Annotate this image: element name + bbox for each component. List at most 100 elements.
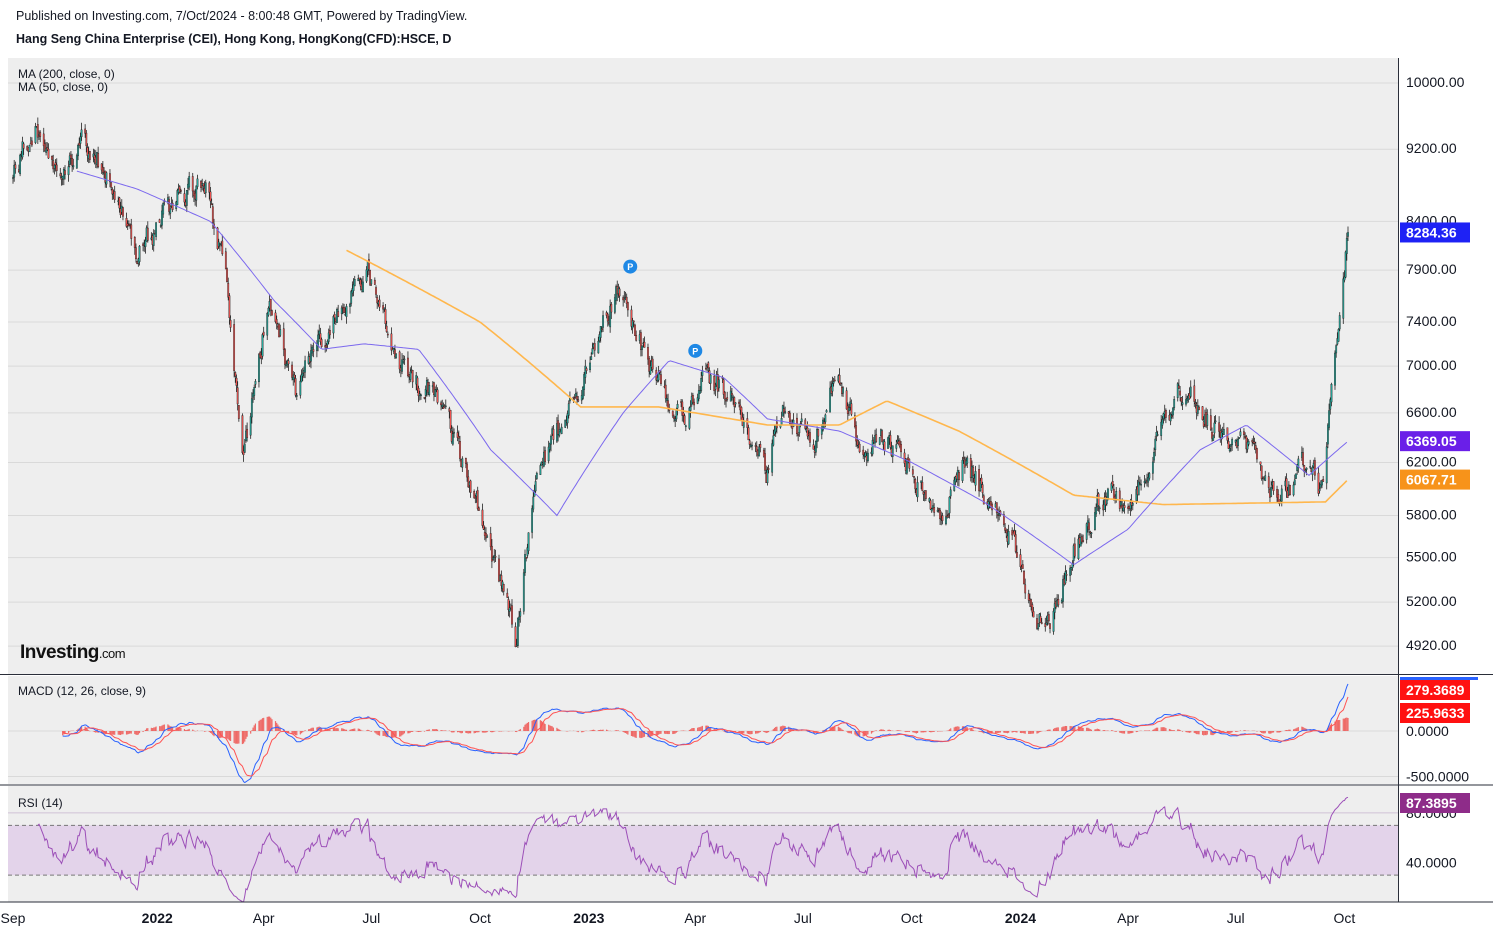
candle <box>28 144 31 153</box>
candle <box>168 196 170 216</box>
candle <box>51 155 53 167</box>
candle <box>370 279 373 287</box>
candle <box>1253 437 1256 450</box>
candle <box>544 446 547 465</box>
candle <box>1021 560 1024 569</box>
candle <box>39 130 42 143</box>
candle <box>639 329 642 357</box>
candle <box>416 375 419 393</box>
event-marker[interactable]: P <box>688 343 703 358</box>
price-tick-label: 10000.00 <box>1406 74 1465 90</box>
candle <box>1069 565 1072 582</box>
candle <box>328 325 331 339</box>
candle <box>1085 522 1088 544</box>
time-tick-label: Oct <box>901 910 923 926</box>
candle <box>1222 422 1225 435</box>
candle <box>110 182 113 191</box>
candle <box>1254 441 1257 454</box>
candle <box>235 374 238 393</box>
candle <box>498 554 500 583</box>
candle <box>1094 506 1096 531</box>
candle <box>683 413 686 426</box>
candle <box>974 465 977 492</box>
candle <box>236 381 239 411</box>
candle <box>209 186 212 209</box>
candle <box>829 381 831 413</box>
candle <box>937 507 940 514</box>
candle <box>1345 232 1348 261</box>
candle <box>22 142 25 155</box>
candle <box>254 378 257 388</box>
candle <box>274 309 277 324</box>
candle <box>21 136 24 160</box>
candle <box>981 481 984 498</box>
price-grid <box>8 82 1398 647</box>
candle <box>674 415 677 428</box>
candle <box>1329 397 1332 415</box>
candle <box>155 222 157 241</box>
candle <box>946 510 949 519</box>
candle <box>1338 312 1341 332</box>
candle <box>878 437 881 446</box>
price-tick-label: 5200.00 <box>1406 593 1457 609</box>
candle <box>481 503 484 528</box>
candle <box>1057 594 1060 608</box>
candle <box>784 406 787 415</box>
candle <box>237 405 240 422</box>
ma200-value-label: 6067.71 <box>1400 469 1470 490</box>
candle <box>1201 405 1204 421</box>
candle <box>1238 437 1241 440</box>
candle <box>34 122 37 145</box>
candle <box>573 394 576 401</box>
rsi-band <box>8 824 1398 876</box>
candle <box>788 410 791 425</box>
candle <box>916 476 919 502</box>
candle <box>113 185 116 203</box>
candle <box>1295 473 1297 479</box>
candle <box>359 277 362 291</box>
candle <box>301 367 304 382</box>
candle <box>764 447 766 475</box>
candle <box>1154 435 1157 457</box>
candle <box>518 610 520 627</box>
candle <box>1032 606 1035 618</box>
candle <box>666 394 668 407</box>
markers: PP <box>623 259 703 358</box>
candle <box>522 568 525 615</box>
candle <box>1053 598 1056 620</box>
ma50-value-label: 6369.05 <box>1400 431 1470 452</box>
candle <box>86 143 89 162</box>
candle <box>84 124 87 138</box>
candle <box>271 309 273 316</box>
candle <box>797 432 800 442</box>
event-marker[interactable]: P <box>623 259 638 274</box>
candle <box>227 277 230 301</box>
candle <box>376 294 379 309</box>
candle <box>291 361 293 381</box>
candle <box>1330 382 1333 407</box>
candle <box>1044 617 1047 632</box>
candle <box>896 435 899 445</box>
candle <box>920 480 923 490</box>
candle <box>1227 437 1230 449</box>
candle <box>1226 427 1229 444</box>
candle <box>783 401 785 418</box>
candle <box>1016 545 1018 559</box>
candle <box>72 158 75 170</box>
candle <box>1267 472 1270 494</box>
candle <box>398 350 401 374</box>
candle <box>673 414 675 423</box>
svg-text:225.9633: 225.9633 <box>1406 705 1465 721</box>
candle <box>682 406 685 423</box>
candle <box>1013 523 1016 537</box>
candle <box>453 428 455 438</box>
candle <box>1272 481 1275 495</box>
candle <box>36 117 39 144</box>
candle <box>85 129 88 153</box>
candle <box>97 146 100 169</box>
candle <box>875 428 878 443</box>
candle <box>930 507 933 513</box>
candle <box>609 299 612 333</box>
legend-macd: MACD (12, 26, close, 9) <box>18 684 146 698</box>
